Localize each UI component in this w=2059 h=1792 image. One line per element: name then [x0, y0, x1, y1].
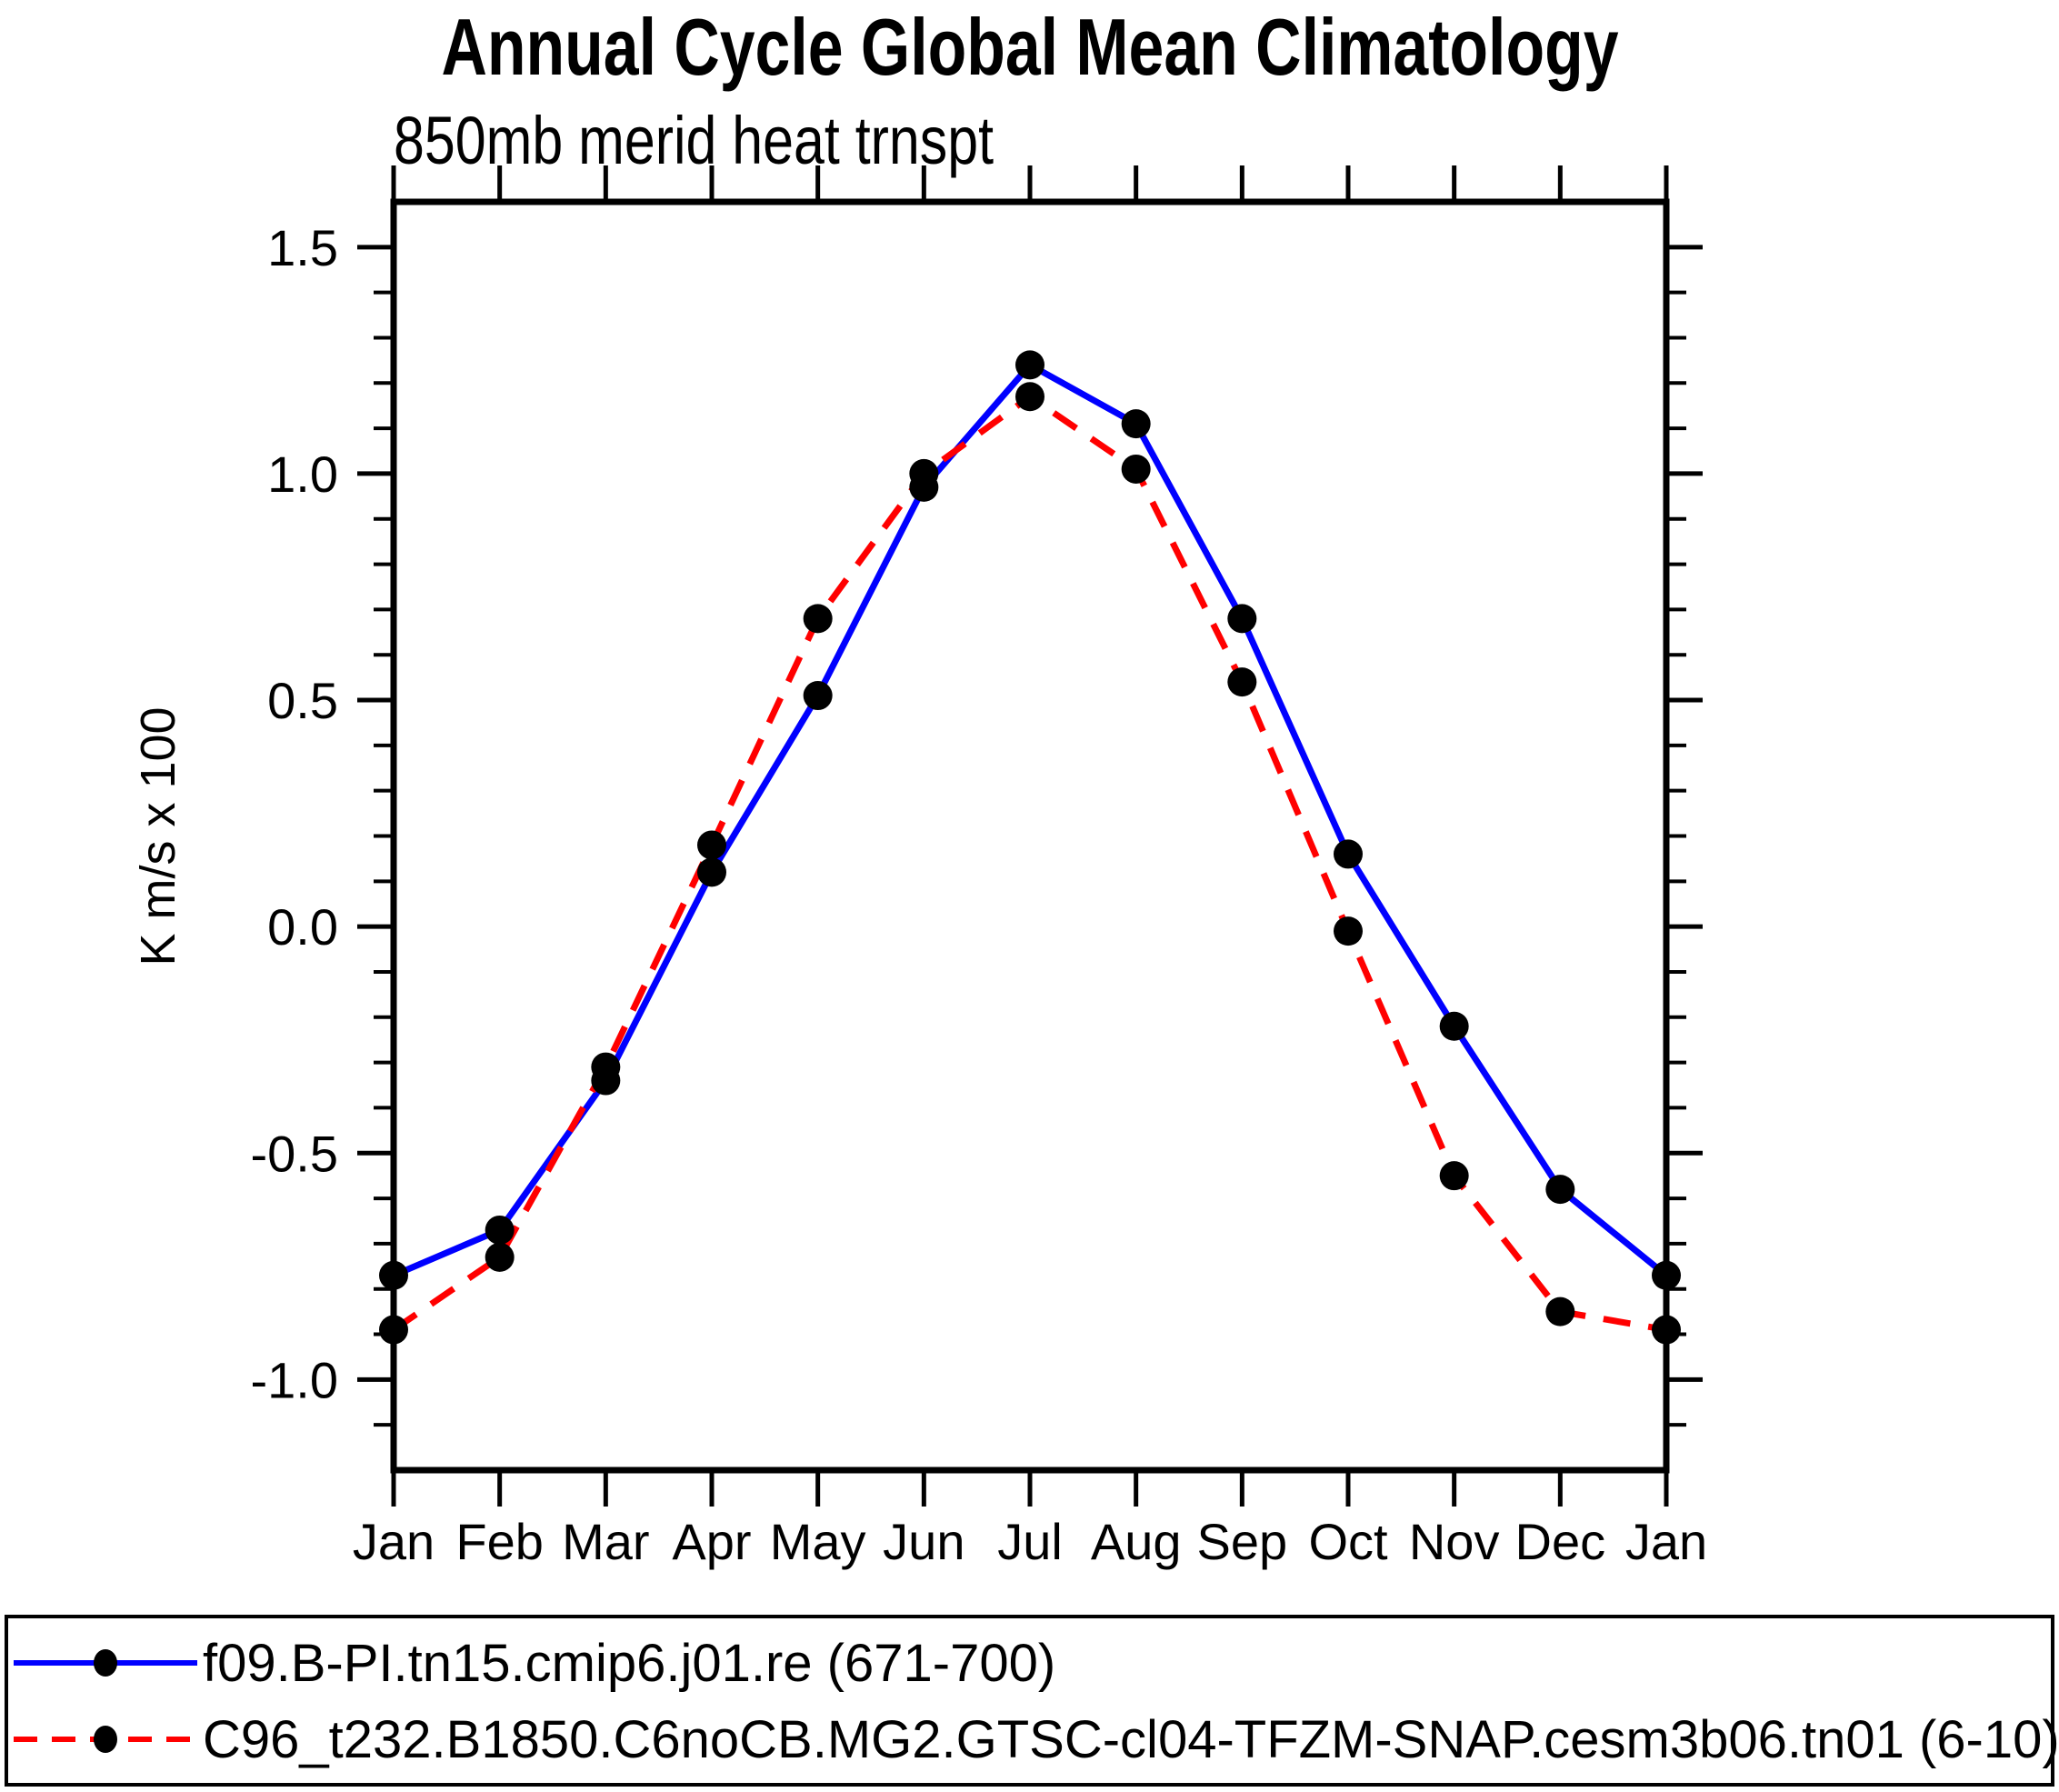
x-tick-label: Apr [672, 1513, 751, 1570]
data-point-series-2 [1121, 454, 1151, 484]
data-point-series-2 [803, 604, 833, 634]
y-tick-label: -0.5 [251, 1125, 339, 1182]
x-tick-label: Jan [353, 1513, 435, 1570]
data-point-series-1 [1545, 1175, 1575, 1205]
y-tick-label: 1.0 [267, 445, 338, 503]
legend-marker-icon-1 [94, 1649, 117, 1677]
legend: f09.B-PI.tn15.cmip6.j01.re (671-700) C96… [5, 1615, 2059, 1787]
x-tick-label: Dec [1515, 1513, 1606, 1570]
data-point-series-2 [1015, 382, 1044, 412]
data-point-series-2 [591, 1052, 621, 1082]
x-tick-label: Mar [562, 1513, 649, 1570]
y-tick-label: 0.5 [267, 672, 338, 729]
data-point-series-1 [1227, 604, 1257, 634]
legend-marker-icon-2 [94, 1726, 117, 1753]
data-point-series-1 [485, 1215, 515, 1245]
series-lines [392, 360, 1669, 1334]
x-tick-label: May [770, 1513, 866, 1570]
data-point-series-1 [1652, 1260, 1681, 1290]
x-tick-label: Jul [997, 1513, 1063, 1570]
y-axis-title: K m/s x 100 [131, 706, 185, 966]
chart-subtitle: 850mb merid heat trnspt [394, 103, 994, 178]
x-tick-label: Oct [1308, 1513, 1388, 1570]
series-line-1 [392, 360, 1669, 1278]
series-line-2 [392, 392, 1667, 1334]
y-tick-label: 0.0 [267, 898, 338, 956]
legend-label-2: C96_t232.B1850.C6noCB.MG2.GTSC-cl04-TFZM… [203, 1710, 2059, 1769]
data-point-series-2 [1334, 916, 1363, 946]
y-tick-label: 1.5 [267, 219, 338, 276]
data-point-series-2 [1227, 667, 1257, 697]
legend-label-1: f09.B-PI.tn15.cmip6.j01.re (671-700) [203, 1634, 1055, 1693]
data-point-series-1 [697, 857, 726, 887]
x-tick-label: Sep [1197, 1513, 1288, 1570]
chart-title: Annual Cycle Global Mean Climatology [442, 2, 1619, 92]
data-point-series-1 [1334, 839, 1363, 869]
data-point-series-2 [485, 1242, 515, 1272]
x-tick-label: Feb [455, 1513, 544, 1570]
data-point-series-2 [1439, 1161, 1469, 1191]
x-tick-label: Jan [1625, 1513, 1707, 1570]
x-tick-label: Jun [883, 1513, 965, 1570]
data-point-series-1 [1121, 409, 1151, 439]
data-point-series-1 [803, 681, 833, 711]
data-point-series-2 [697, 830, 726, 860]
data-point-series-1 [379, 1260, 408, 1290]
x-tick-label: Nov [1409, 1513, 1500, 1570]
data-point-series-2 [1545, 1296, 1575, 1326]
x-tick-label: Aug [1091, 1513, 1182, 1570]
data-point-series-2 [1652, 1315, 1681, 1345]
data-point-series-2 [909, 458, 939, 488]
data-point-series-1 [1439, 1011, 1469, 1041]
data-point-series-1 [1015, 350, 1044, 380]
y-tick-label: -1.0 [251, 1351, 339, 1408]
axes: Jan Feb Mar Apr May Jun Jul Aug Sep Oct Nov Dec Jan 1… [251, 165, 1707, 1570]
legend-box [5, 1615, 2054, 1787]
data-point-markers [379, 350, 1681, 1345]
data-point-series-2 [379, 1315, 408, 1345]
